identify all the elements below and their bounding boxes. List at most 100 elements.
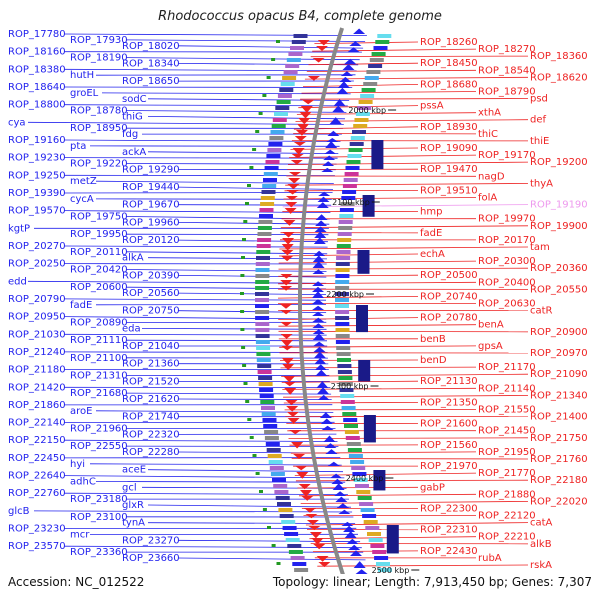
gene-label-right: ROP_21170 <box>478 362 536 373</box>
gene-label-right: thyA <box>530 178 553 189</box>
category-block <box>347 160 361 164</box>
gene-label-left: ROP_21740 <box>122 412 180 423</box>
gene-label-left: ROP_19670 <box>122 200 180 211</box>
forward-strand-feature <box>313 544 325 549</box>
gene-label-left: fadE <box>70 300 92 311</box>
reverse-strand-feature <box>338 81 350 88</box>
gene-label-left: ROP_20750 <box>122 306 180 317</box>
gene-label-right: ROP_21340 <box>530 390 588 401</box>
reverse-strand-feature <box>332 106 344 113</box>
connector-line <box>178 311 326 313</box>
gene-label-left: ROP_22640 <box>8 471 66 482</box>
gene-label-right: ROP_20970 <box>530 348 588 359</box>
gene-label-left: ROP_19960 <box>122 217 180 228</box>
forward-strand-feature <box>302 100 314 104</box>
category-block <box>272 124 286 128</box>
scale-tick-label: 2300 kbp <box>331 382 369 391</box>
category-block <box>271 472 285 476</box>
connector-line <box>126 252 327 254</box>
forward-strand-feature <box>297 124 309 131</box>
gene-label-right: ROP_21880 <box>478 489 536 500</box>
forward-strand-feature <box>296 130 308 136</box>
category-block <box>342 406 356 410</box>
category-block <box>280 514 294 518</box>
category-block <box>366 70 380 74</box>
reverse-strand-feature <box>315 220 327 226</box>
gene-label-right: catA <box>530 518 553 529</box>
reverse-strand-feature <box>354 561 366 568</box>
category-block <box>292 40 306 44</box>
gene-label-left: metZ <box>70 176 97 187</box>
gene-label-left: kgtP <box>8 223 30 234</box>
category-block <box>346 166 360 170</box>
forward-strand-feature <box>282 364 294 370</box>
marker-dot <box>272 544 276 547</box>
category-block <box>335 310 349 314</box>
category-block <box>372 550 386 554</box>
marker-dot <box>262 94 266 97</box>
category-block <box>266 160 280 164</box>
connector-line <box>296 120 529 122</box>
category-block <box>349 454 363 458</box>
category-block <box>258 220 272 224</box>
category-block <box>367 532 381 536</box>
gene-label-left: ROP_18650 <box>122 76 180 87</box>
reverse-strand-feature <box>322 426 334 430</box>
marker-dot <box>245 400 249 403</box>
forward-strand-feature <box>288 418 300 424</box>
gene-label-right: ROP_21970 <box>420 461 478 472</box>
category-block <box>261 406 275 410</box>
category-block <box>338 376 352 380</box>
category-block <box>339 214 353 218</box>
category-block <box>260 202 274 206</box>
gene-label-right: def <box>530 115 547 126</box>
category-block <box>355 484 369 488</box>
gene-label-left: ROP_20560 <box>122 288 180 299</box>
gene-label-left: ROP_22760 <box>8 488 66 499</box>
gene-label-left: ROP_23570 <box>8 541 66 552</box>
category-block <box>256 334 270 338</box>
connector-line <box>148 152 338 154</box>
gene-label-right: benB <box>420 334 446 345</box>
reverse-strand-feature <box>336 88 348 94</box>
reverse-strand-feature <box>324 150 336 154</box>
connector-line <box>296 480 528 481</box>
category-block <box>267 148 281 152</box>
connector-line <box>297 113 476 115</box>
connector-line <box>283 395 528 397</box>
category-block <box>375 40 389 44</box>
gene-label-left: ROP_20790 <box>8 294 66 305</box>
marker-dot <box>243 220 247 223</box>
connector-line <box>178 187 333 189</box>
forward-strand-feature <box>284 382 296 386</box>
category-block <box>365 76 379 80</box>
gene-label-right: ROP_22180 <box>530 475 588 486</box>
category-block <box>279 88 293 92</box>
gene-label-right: ROP_18620 <box>530 72 588 83</box>
connector-line <box>289 438 529 439</box>
category-block <box>255 316 269 320</box>
category-block <box>336 262 350 266</box>
gene-label-left: ROP_19390 <box>8 188 66 199</box>
connector-line <box>64 69 357 71</box>
gene-label-right: fadE <box>420 228 442 239</box>
category-block <box>262 412 276 416</box>
scale-tick-label: 2200 kbp <box>326 290 364 299</box>
gene-label-left: ROP_17930 <box>70 35 128 46</box>
reverse-strand-feature <box>330 474 342 478</box>
category-block <box>291 556 305 560</box>
category-block <box>263 418 277 422</box>
category-block <box>259 382 273 386</box>
gene-label-right: rskA <box>530 560 552 571</box>
gene-label-left: hutH <box>70 70 94 81</box>
category-block <box>273 118 287 122</box>
marker-dot <box>259 112 263 115</box>
category-block <box>337 358 351 362</box>
category-block <box>348 154 362 158</box>
gene-label-right: ROP_18270 <box>478 44 536 55</box>
marker-dot <box>244 382 248 385</box>
gene-label-left: ROP_20890 <box>70 317 128 328</box>
connector-line <box>303 84 418 86</box>
gene-label-left: ROP_20250 <box>8 259 66 270</box>
gene-label-right: ROP_20550 <box>530 284 588 295</box>
